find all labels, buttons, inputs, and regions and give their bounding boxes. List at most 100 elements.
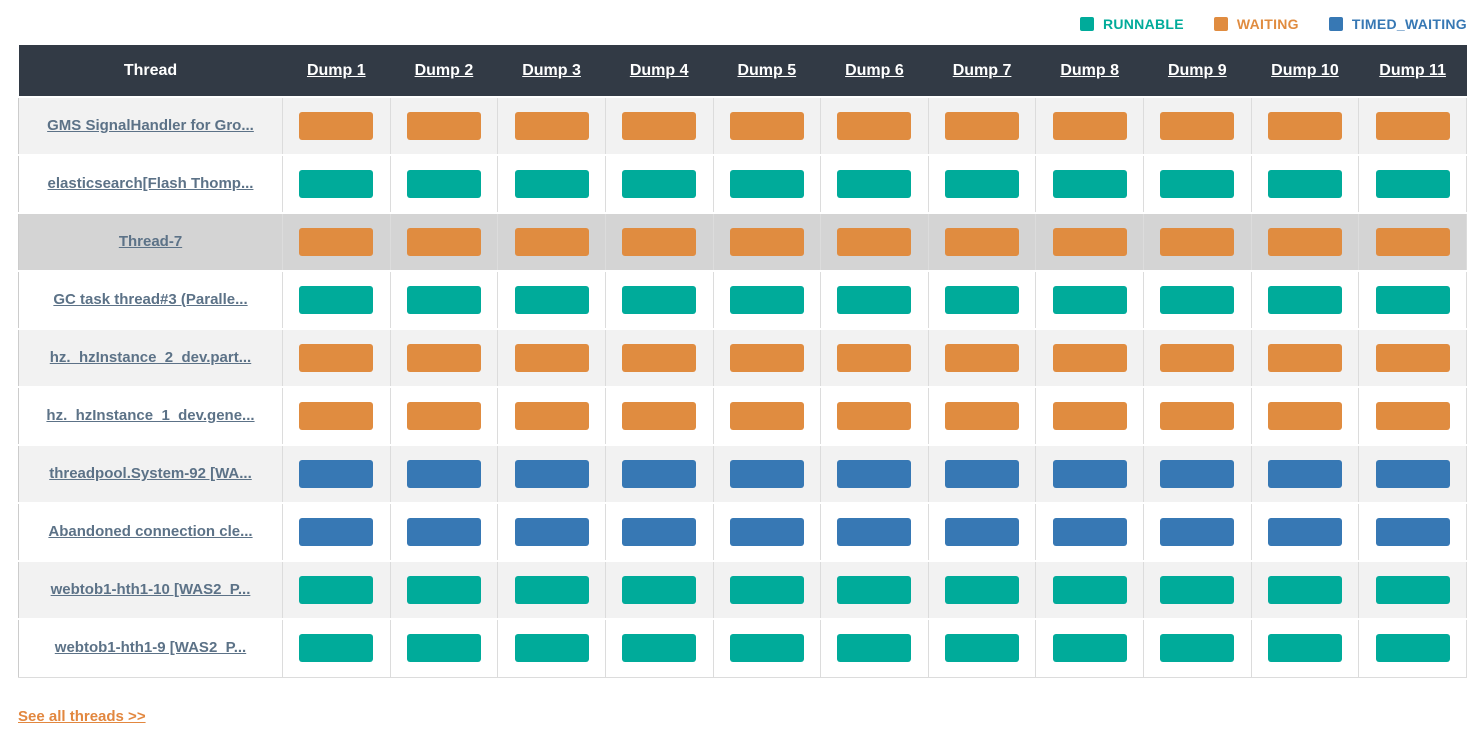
state-block-runnable[interactable] [1052,576,1127,604]
state-block-runnable[interactable] [299,170,374,198]
state-block-waiting[interactable] [514,402,589,430]
state-block-runnable[interactable] [622,576,697,604]
state-block-runnable[interactable] [514,286,589,314]
state-block-waiting[interactable] [514,228,589,256]
state-block-waiting[interactable] [622,112,697,140]
dump-column-link[interactable]: Dump 3 [522,61,581,79]
state-block-timed_waiting[interactable] [1160,518,1235,546]
dump-column-link[interactable]: Dump 2 [414,61,474,79]
thread-name-link[interactable]: webtob1-hth1-9 [WAS2_P... [54,639,247,657]
state-block-waiting[interactable] [406,112,481,140]
state-block-waiting[interactable] [1052,228,1127,256]
state-block-timed_waiting[interactable] [837,518,912,546]
state-block-runnable[interactable] [406,634,481,663]
state-block-waiting[interactable] [1160,344,1235,372]
state-block-waiting[interactable] [1267,402,1342,430]
state-block-waiting[interactable] [1267,344,1342,372]
state-block-runnable[interactable] [729,634,804,663]
dump-column-link[interactable]: Dump 9 [1167,61,1227,79]
dump-column-link[interactable]: Dump 1 [306,61,366,79]
state-block-runnable[interactable] [945,170,1020,198]
state-block-timed_waiting[interactable] [1375,460,1450,488]
state-block-waiting[interactable] [1267,228,1342,256]
dump-column-link[interactable]: Dump 6 [845,61,904,79]
state-block-waiting[interactable] [1160,228,1235,256]
state-block-timed_waiting[interactable] [945,518,1020,546]
state-block-runnable[interactable] [1375,576,1450,604]
dump-column-link[interactable]: Dump 4 [629,61,689,79]
state-block-runnable[interactable] [406,170,481,198]
state-block-runnable[interactable] [1160,634,1235,663]
state-block-runnable[interactable] [1052,170,1127,198]
state-block-timed_waiting[interactable] [514,460,589,488]
state-block-waiting[interactable] [299,344,374,372]
state-block-timed_waiting[interactable] [945,460,1020,488]
state-block-waiting[interactable] [837,228,912,256]
state-block-timed_waiting[interactable] [729,460,804,488]
state-block-waiting[interactable] [406,402,481,430]
state-block-timed_waiting[interactable] [622,460,697,488]
state-block-runnable[interactable] [1375,170,1450,198]
state-block-runnable[interactable] [299,576,374,604]
thread-name-link[interactable]: hz._hzInstance_1_dev.gene... [46,407,255,424]
state-block-runnable[interactable] [622,170,697,198]
state-block-waiting[interactable] [1160,402,1235,430]
state-block-waiting[interactable] [1375,344,1450,372]
dump-column-link[interactable]: Dump 11 [1379,61,1446,79]
state-block-waiting[interactable] [514,344,589,372]
thread-name-link[interactable]: Thread-7 [118,233,183,250]
dump-column-link[interactable]: Dump 5 [737,61,797,79]
state-block-runnable[interactable] [945,576,1020,604]
state-block-waiting[interactable] [945,344,1020,372]
state-block-timed_waiting[interactable] [1160,460,1235,488]
state-block-timed_waiting[interactable] [729,518,804,546]
state-block-waiting[interactable] [1375,228,1450,256]
state-block-waiting[interactable] [406,344,481,372]
state-block-runnable[interactable] [514,170,589,198]
state-block-timed_waiting[interactable] [1267,460,1342,488]
state-block-timed_waiting[interactable] [622,518,697,546]
state-block-waiting[interactable] [729,112,804,140]
state-block-waiting[interactable] [299,228,374,256]
state-block-runnable[interactable] [406,286,481,314]
state-block-runnable[interactable] [299,634,374,663]
state-block-runnable[interactable] [1052,286,1127,314]
state-block-runnable[interactable] [1160,286,1235,314]
state-block-runnable[interactable] [514,576,589,604]
state-block-timed_waiting[interactable] [406,518,481,546]
state-block-runnable[interactable] [837,576,912,604]
state-block-waiting[interactable] [514,112,589,140]
state-block-runnable[interactable] [945,286,1020,314]
thread-name-link[interactable]: threadpool.System-92 [WA... [49,465,252,482]
state-block-runnable[interactable] [729,576,804,604]
state-block-timed_waiting[interactable] [1052,518,1127,546]
state-block-timed_waiting[interactable] [299,460,374,488]
state-block-runnable[interactable] [837,634,912,663]
state-block-runnable[interactable] [622,634,697,663]
thread-name-link[interactable]: hz._hzInstance_2_dev.part... [49,349,252,366]
state-block-waiting[interactable] [622,402,697,430]
state-block-waiting[interactable] [1160,112,1235,140]
state-block-waiting[interactable] [945,402,1020,430]
state-block-timed_waiting[interactable] [1267,518,1342,546]
state-block-timed_waiting[interactable] [1375,518,1450,546]
state-block-runnable[interactable] [406,576,481,604]
state-block-runnable[interactable] [1267,576,1342,604]
state-block-waiting[interactable] [1375,112,1450,140]
state-block-runnable[interactable] [514,634,589,663]
state-block-waiting[interactable] [945,228,1020,256]
state-block-runnable[interactable] [1052,634,1127,663]
state-block-runnable[interactable] [729,286,804,314]
state-block-waiting[interactable] [1052,344,1127,372]
state-block-runnable[interactable] [837,170,912,198]
state-block-runnable[interactable] [1160,170,1235,198]
dump-column-link[interactable]: Dump 8 [1060,61,1120,79]
dump-column-link[interactable]: Dump 7 [952,61,1012,79]
state-block-waiting[interactable] [622,228,697,256]
state-block-waiting[interactable] [299,112,374,140]
state-block-timed_waiting[interactable] [406,460,481,488]
state-block-waiting[interactable] [1375,402,1450,430]
state-block-waiting[interactable] [729,344,804,372]
state-block-runnable[interactable] [837,286,912,314]
state-block-waiting[interactable] [406,228,481,256]
